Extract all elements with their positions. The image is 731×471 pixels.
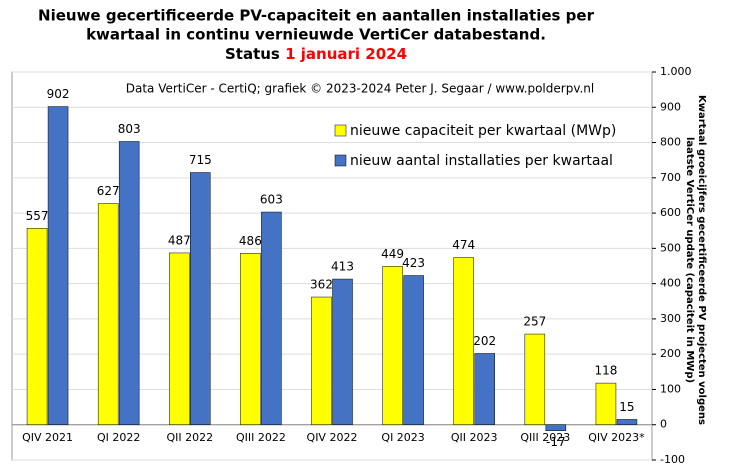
value-label: 603 bbox=[260, 193, 283, 207]
bar bbox=[332, 278, 353, 425]
bar bbox=[616, 419, 638, 425]
bar bbox=[118, 141, 140, 425]
y-tick-label: 600 bbox=[660, 206, 681, 219]
x-tick-label: QIII 2022 bbox=[236, 431, 286, 444]
chart-title: kwartaal in continu vernieuwde VertiCer … bbox=[86, 26, 546, 44]
y-tick-label: -100 bbox=[660, 453, 685, 466]
bar bbox=[261, 211, 282, 425]
plot-area bbox=[11, 71, 653, 461]
value-label: 15 bbox=[619, 400, 634, 414]
x-tick-label: QIV 2022 bbox=[307, 431, 358, 444]
y-tick-label: 200 bbox=[660, 347, 681, 360]
y2-axis-label: Kwartaal groeicijfers gecertificeerde PV… bbox=[696, 95, 707, 425]
bar bbox=[524, 333, 546, 425]
bar bbox=[382, 266, 403, 425]
value-label: 486 bbox=[239, 234, 262, 248]
y-tick-label: 0 bbox=[660, 418, 667, 431]
x-tick-label: QI 2023 bbox=[381, 431, 424, 444]
bar bbox=[190, 172, 211, 425]
legend-label: nieuw aantal installaties per kwartaal bbox=[350, 153, 613, 169]
value-label: 627 bbox=[97, 184, 120, 198]
x-tick-label: QIV 2023* bbox=[588, 431, 645, 444]
bar bbox=[311, 296, 332, 425]
y-tick-label: 100 bbox=[660, 382, 681, 395]
value-label: 803 bbox=[118, 122, 141, 136]
value-label: 423 bbox=[402, 256, 425, 270]
legend-swatch bbox=[334, 154, 347, 167]
chart-title: Nieuwe gecertificeerde PV-capaciteit en … bbox=[38, 7, 595, 25]
x-tick-label: QIV 2021 bbox=[22, 431, 73, 444]
value-label: -17 bbox=[546, 435, 566, 449]
bar bbox=[47, 106, 69, 425]
value-label: 487 bbox=[168, 233, 191, 247]
bar bbox=[545, 424, 567, 431]
value-label: 202 bbox=[473, 334, 496, 348]
value-label: 362 bbox=[310, 278, 333, 292]
status: Status 1 januari 2024 bbox=[225, 45, 407, 63]
value-label: 118 bbox=[594, 364, 617, 378]
y-tick-label: 800 bbox=[660, 136, 681, 149]
bar bbox=[240, 253, 261, 425]
annotation: Data VertiCer - CertiQ; grafiek © 2023-2… bbox=[126, 82, 595, 96]
x-tick-label: QII 2023 bbox=[451, 431, 498, 444]
value-label: 715 bbox=[189, 153, 212, 167]
bar bbox=[169, 252, 190, 425]
y-tick-label: 300 bbox=[660, 312, 681, 325]
bar bbox=[26, 228, 48, 425]
x-tick-label: QII 2022 bbox=[166, 431, 213, 444]
x-tick-label: QI 2022 bbox=[97, 431, 140, 444]
value-label: 474 bbox=[452, 238, 475, 252]
value-label: 257 bbox=[523, 315, 546, 329]
status-label: Status bbox=[225, 45, 280, 63]
legend-swatch bbox=[334, 124, 347, 137]
bar bbox=[474, 353, 495, 425]
bar bbox=[453, 257, 474, 425]
bar bbox=[595, 382, 617, 425]
y-tick-label: 900 bbox=[660, 100, 681, 113]
y-tick-label: 1.000 bbox=[660, 65, 692, 78]
bar bbox=[97, 203, 119, 425]
status-date: 1 januari 2024 bbox=[285, 45, 407, 63]
value-label: 449 bbox=[381, 247, 404, 261]
y-tick-label: 400 bbox=[660, 277, 681, 290]
y-tick-label: 500 bbox=[660, 241, 681, 254]
bar bbox=[403, 275, 424, 425]
y-tick-label: 700 bbox=[660, 171, 681, 184]
y2-axis-label: laatste VertiCer update (capaciteit in M… bbox=[684, 137, 695, 383]
value-label: 902 bbox=[47, 87, 70, 101]
legend-label: nieuwe capaciteit per kwartaal (MWp) bbox=[350, 123, 616, 139]
x-tick-label: QIII 2023 bbox=[520, 431, 570, 444]
value-label: 557 bbox=[26, 209, 49, 223]
value-label: 413 bbox=[331, 260, 354, 274]
